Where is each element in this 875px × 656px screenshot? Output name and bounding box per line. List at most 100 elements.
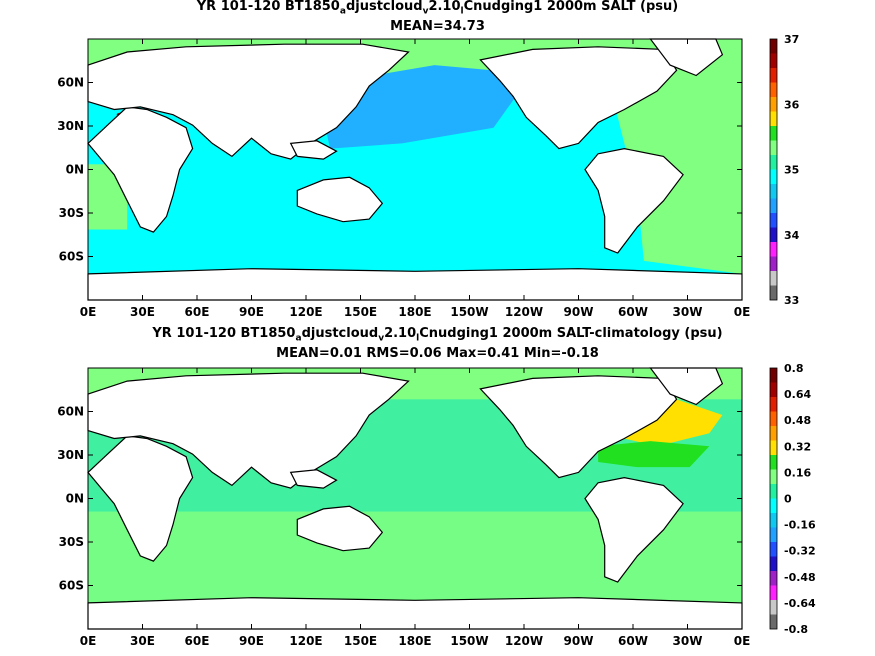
x-tick-label: 150E xyxy=(344,305,377,319)
colorbar-tick-label: 0.64 xyxy=(784,388,811,401)
land-africa xyxy=(87,435,194,562)
colorbar-tick-label: 33 xyxy=(784,294,799,307)
colorbar-segment xyxy=(770,242,777,257)
land-samerica xyxy=(584,476,684,583)
colorbar-tick-label: -0.64 xyxy=(784,597,816,610)
x-tick-label: 150E xyxy=(344,634,377,648)
colorbar-segment xyxy=(770,126,777,141)
y-tick-label: 30N xyxy=(57,448,84,462)
colorbar-frame xyxy=(769,38,778,301)
colorbar-segment xyxy=(770,184,777,199)
land-indonesia xyxy=(289,469,338,489)
land-indonesia xyxy=(289,140,338,160)
colorbar-segment xyxy=(770,426,777,441)
colorbar-segment xyxy=(770,155,777,170)
y-tick-label: 60S xyxy=(59,579,84,593)
colorbar-segment xyxy=(770,556,777,571)
x-tick-label: 90E xyxy=(239,305,264,319)
bottom-title: YR 101-120 BT1850adjustcloudv2.10lCnudgi… xyxy=(152,326,723,344)
y-tick-label: 60N xyxy=(57,76,84,90)
x-tick-label: 30W xyxy=(673,305,703,319)
x-tick-label: 0E xyxy=(734,634,751,648)
colorbar-segment xyxy=(770,382,777,397)
colorbar-segment xyxy=(770,97,777,112)
colorbar-segment xyxy=(770,82,777,97)
colorbar-segment xyxy=(770,140,777,155)
y-tick-label: 30S xyxy=(59,535,84,549)
colorbar-tick-label: -0.32 xyxy=(784,545,816,558)
y-tick-label: 30N xyxy=(57,119,84,133)
colorbar-segment xyxy=(770,440,777,455)
colorbar-segment xyxy=(770,542,777,557)
colorbar-segment xyxy=(770,484,777,499)
colorbar-segment xyxy=(770,111,777,126)
colorbar-segment xyxy=(770,571,777,586)
colorbar-tick-label: 34 xyxy=(784,229,800,242)
colorbar-segment xyxy=(770,614,777,629)
colorbar-segment xyxy=(770,513,777,528)
gulf-stream-anomaly xyxy=(598,441,710,468)
x-tick-label: 60W xyxy=(618,634,648,648)
colorbar-segment xyxy=(770,285,777,300)
x-tick-label: 60E xyxy=(185,634,210,648)
y-tick-label: 30S xyxy=(59,206,84,220)
colorbar-segment xyxy=(770,368,777,383)
x-tick-label: 60E xyxy=(185,305,210,319)
top-subtitle: MEAN=34.73 xyxy=(390,19,485,34)
colorbar-segment xyxy=(770,198,777,213)
x-tick-label: 150W xyxy=(450,305,488,319)
top-title: YR 101-120 BT1850adjustcloudv2.10lCnudgi… xyxy=(196,0,679,17)
colorbar-tick-label: 0.8 xyxy=(784,362,804,375)
x-tick-label: 120E xyxy=(289,634,322,648)
x-tick-label: 30E xyxy=(130,634,155,648)
y-tick-label: 0N xyxy=(66,163,84,177)
colorbar-tick-label: -0.16 xyxy=(784,519,816,532)
colorbar-segment xyxy=(770,53,777,68)
colorbar-segment xyxy=(770,213,777,228)
x-tick-label: 120E xyxy=(289,305,322,319)
x-tick-label: 90W xyxy=(564,305,594,319)
x-tick-label: 60W xyxy=(618,305,648,319)
colorbar-tick-label: 0.48 xyxy=(784,414,811,427)
colorbar-tick-label: 36 xyxy=(784,98,800,111)
x-tick-label: 90W xyxy=(564,634,594,648)
colorbar-segment xyxy=(770,227,777,242)
colorbar-tick-label: -0.48 xyxy=(784,571,816,584)
y-tick-label: 0N xyxy=(66,492,84,506)
land-namerica xyxy=(479,46,678,150)
x-tick-label: 0E xyxy=(80,305,97,319)
colorbar-segment xyxy=(770,271,777,286)
x-tick-label: 0E xyxy=(734,305,751,319)
colorbar-frame xyxy=(769,367,778,630)
land-australia xyxy=(296,176,384,223)
colorbar-tick-label: 0.16 xyxy=(784,466,811,479)
colorbar-segment xyxy=(770,169,777,184)
colorbar-segment xyxy=(770,68,777,83)
land-africa xyxy=(87,106,194,233)
land-samerica xyxy=(584,147,684,254)
land-namerica xyxy=(479,375,678,479)
x-tick-label: 120W xyxy=(505,634,543,648)
x-tick-label: 30E xyxy=(130,305,155,319)
colorbar-tick-label: 0 xyxy=(784,493,792,506)
x-tick-label: 0E xyxy=(80,634,97,648)
x-tick-label: 90E xyxy=(239,634,264,648)
y-tick-label: 60N xyxy=(57,405,84,419)
x-tick-label: 180E xyxy=(398,634,431,648)
colorbar-segment xyxy=(770,600,777,615)
land-australia xyxy=(296,505,384,552)
x-tick-label: 30W xyxy=(673,634,703,648)
colorbar-segment xyxy=(770,527,777,542)
colorbar-tick-label: 0.32 xyxy=(784,440,811,453)
colorbar-segment xyxy=(770,397,777,412)
x-tick-label: 120W xyxy=(505,305,543,319)
colorbar-segment xyxy=(770,256,777,271)
colorbar-tick-label: 37 xyxy=(784,33,799,46)
x-tick-label: 180E xyxy=(398,305,431,319)
colorbar-segment xyxy=(770,498,777,513)
colorbar-segment xyxy=(770,585,777,600)
colorbar-tick-label: 35 xyxy=(784,164,799,177)
north-pacific-low-salinity xyxy=(323,65,520,149)
colorbar-segment xyxy=(770,411,777,426)
